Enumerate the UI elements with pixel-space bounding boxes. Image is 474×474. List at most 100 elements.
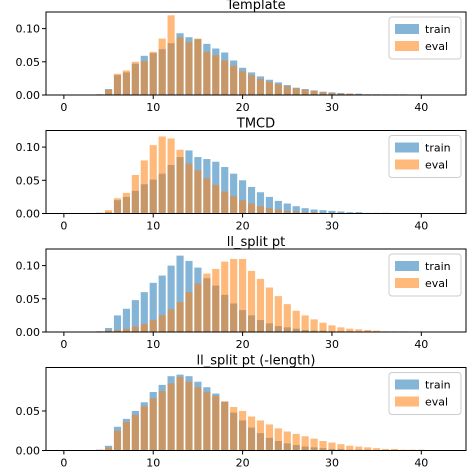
bar-eval: [131, 174, 139, 214]
x-tick-label: 0: [60, 338, 67, 351]
chart-title: TMCD: [236, 117, 275, 132]
y-tick-label: 0.00: [16, 445, 41, 458]
bar-eval: [364, 330, 372, 332]
bar-eval: [122, 422, 130, 451]
bar-eval: [283, 431, 291, 451]
legend-label-train: train: [425, 23, 451, 36]
bar-eval: [131, 61, 139, 95]
bar-train: [346, 212, 354, 214]
chart-panel-4: ll_split pt (-length) 0.00 0.05 0 10 20 30 40 tr…: [16, 354, 467, 470]
plot-frame: [45, 11, 467, 96]
bar-eval: [256, 420, 265, 451]
bar-eval: [113, 198, 122, 214]
bar-eval: [104, 447, 113, 451]
bar-eval: [230, 258, 238, 332]
bar-eval: [265, 287, 273, 332]
bar-eval: [149, 320, 157, 332]
legend-swatch-eval: [395, 41, 419, 51]
legend-swatch-eval: [395, 278, 419, 288]
bar-train: [230, 173, 238, 214]
legend-label-train: train: [425, 142, 451, 155]
bar-eval: [230, 65, 238, 95]
bar-eval: [176, 149, 184, 214]
legend-swatch-eval: [395, 159, 419, 170]
bar-eval: [158, 391, 166, 451]
bar-eval: [131, 414, 139, 451]
bar-eval: [203, 392, 211, 451]
bar-eval: [328, 325, 336, 332]
plot-frame: [45, 367, 467, 451]
bar-eval: [247, 203, 256, 214]
x-tick-label: 10: [146, 338, 160, 351]
legend-swatch-train: [395, 24, 419, 34]
y-tick-label: 0.00: [16, 89, 41, 102]
bar-train: [158, 275, 166, 332]
legend-swatch-train: [395, 261, 419, 271]
bar-eval: [122, 328, 130, 332]
bar-eval: [292, 211, 300, 214]
y-tick-label: 0.10: [16, 141, 41, 154]
bar-eval: [319, 322, 327, 332]
bar-train: [328, 210, 336, 214]
bar-train: [256, 192, 265, 214]
legend: train eval: [388, 253, 462, 297]
bar-train: [104, 328, 113, 332]
x-tick-label: 10: [146, 220, 160, 233]
bar-eval: [256, 278, 265, 332]
bar-eval: [194, 387, 202, 451]
bar-eval: [310, 212, 318, 214]
x-tick-label: 20: [236, 338, 250, 351]
bar-train: [274, 200, 282, 214]
bar-eval: [319, 441, 327, 451]
bar-eval: [274, 296, 282, 332]
bar-eval: [167, 15, 175, 95]
bar-eval: [373, 330, 381, 332]
bar-eval: [265, 81, 273, 95]
bar-eval: [194, 170, 202, 214]
bar-eval: [337, 93, 345, 95]
bar-train: [140, 292, 148, 332]
bar-eval: [158, 136, 166, 214]
bar-eval: [337, 327, 345, 332]
bar-eval: [301, 436, 309, 451]
bar-eval: [113, 73, 122, 95]
x-tick-label: 0: [60, 101, 67, 114]
bar-train: [292, 206, 300, 214]
bar-eval: [346, 445, 354, 451]
bar-eval: [283, 210, 291, 214]
bar-eval: [194, 283, 202, 332]
bar-eval: [203, 273, 211, 332]
x-tick-label: 0: [60, 220, 67, 233]
bar-eval: [247, 416, 256, 451]
legend: train eval: [388, 16, 462, 60]
bar-eval: [364, 447, 372, 451]
bar-eval: [390, 448, 399, 451]
y-tick-label: 0.05: [16, 293, 41, 306]
x-tick-label: 40: [414, 220, 428, 233]
bar-eval: [292, 88, 300, 95]
bar-eval: [328, 93, 336, 95]
legend-label-eval: eval: [425, 40, 448, 53]
x-tick-label: 20: [236, 457, 250, 470]
bar-train: [239, 180, 247, 214]
y-tick-label: 0.05: [16, 56, 41, 69]
legend-label-train: train: [425, 379, 451, 392]
bar-eval: [221, 60, 229, 95]
bar-eval: [104, 330, 113, 332]
bar-train: [355, 212, 363, 214]
bar-train: [355, 93, 363, 95]
x-tick-label: 30: [325, 220, 339, 233]
bar-eval: [346, 328, 354, 332]
bar-eval: [149, 145, 157, 214]
legend-swatch-train: [395, 379, 419, 390]
bar-eval: [158, 315, 166, 332]
bar-eval: [176, 37, 184, 95]
bar-eval: [212, 55, 220, 95]
bar-eval: [104, 210, 113, 214]
bar-eval: [230, 407, 238, 451]
bar-eval: [185, 292, 193, 332]
bar-train: [310, 209, 318, 214]
bar-eval: [239, 410, 247, 451]
bar-eval: [274, 209, 282, 214]
